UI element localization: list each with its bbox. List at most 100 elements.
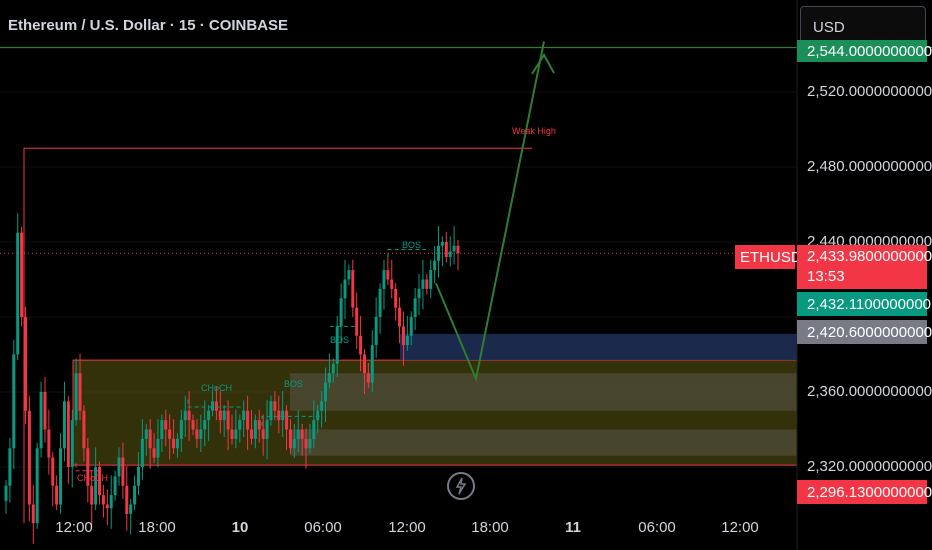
time-tick: 12:00 [55, 519, 93, 536]
candle-body [187, 410, 191, 421]
candle-body [172, 438, 176, 449]
candle-body [152, 448, 156, 458]
candle-body [351, 270, 355, 308]
candle-body [281, 410, 285, 421]
candle-body [66, 401, 70, 467]
weak-high-line [23, 147, 532, 524]
bos-line [261, 415, 322, 426]
demand-zone [72, 359, 798, 466]
candle-body [12, 354, 16, 449]
candle-body [234, 429, 238, 439]
choch-line [75, 463, 100, 472]
candle-body [394, 288, 398, 308]
bos-label: BOS [402, 240, 421, 250]
candle-body [70, 420, 74, 467]
candle-body [113, 476, 117, 496]
candle-body [359, 335, 363, 355]
candle-body [62, 401, 66, 449]
candle-body [335, 326, 339, 364]
candle-body [136, 467, 140, 486]
candle-body [35, 448, 39, 524]
candle-body [109, 495, 113, 509]
candle-body [51, 457, 55, 486]
price-tick: 2,360.0000000000 [807, 383, 932, 400]
candle-body [226, 410, 230, 430]
price-tick: 2,480.0000000000 [807, 158, 932, 175]
candle-body [4, 485, 8, 501]
candle-body [347, 270, 351, 280]
candle-body [300, 429, 304, 439]
candle-body [218, 410, 222, 421]
candle-body [43, 392, 47, 430]
candle-body [417, 288, 421, 299]
candle-body [429, 270, 433, 289]
candle-body [125, 485, 129, 514]
time-tick: 18:00 [138, 519, 176, 536]
choch-label: CHoCH [77, 473, 108, 483]
candle-body [74, 373, 78, 421]
candle-body [175, 438, 179, 449]
candle-body [440, 242, 444, 246]
zone-band [290, 373, 797, 411]
green-level-tag: 2,432.1100000000 [797, 292, 931, 316]
candle-body [90, 485, 94, 505]
candle-body [47, 429, 51, 458]
candle-body [168, 429, 172, 439]
candle-body [413, 298, 417, 317]
symbol-tag: ETHUSD [735, 245, 802, 269]
arrow-head [531, 53, 555, 75]
choch-label: CHoCH [201, 383, 232, 393]
candle-body [94, 467, 98, 505]
replay-icon[interactable] [447, 472, 475, 500]
candle-body [296, 429, 300, 439]
candle-body [164, 420, 168, 430]
candle-body [121, 457, 125, 486]
candle-body [133, 485, 137, 505]
candle-body [230, 429, 234, 439]
candle-body [433, 260, 437, 271]
candle-body [366, 373, 370, 383]
candle-body [320, 401, 324, 411]
countdown-label: 13:53 [807, 268, 845, 285]
candle-body [78, 373, 82, 411]
candle-body [199, 429, 203, 439]
candle-body [86, 448, 90, 486]
candle-body [31, 504, 35, 524]
candle-body [203, 420, 207, 430]
candle-body [160, 420, 164, 439]
currency-button[interactable]: USD [800, 6, 926, 46]
candle-body [288, 429, 292, 449]
candle-body [390, 279, 394, 289]
candle-body [20, 232, 24, 317]
red-level-tag: 2,296.1300000000 [797, 480, 932, 504]
candle-body [355, 307, 359, 336]
candle-body [327, 373, 331, 383]
candle-body [343, 279, 347, 299]
candle-body [82, 410, 86, 449]
choch-line [187, 399, 242, 408]
candle-body [242, 410, 246, 421]
candle-body [101, 495, 105, 505]
bos-label: BOS [284, 379, 303, 389]
time-tick: 10 [231, 519, 249, 536]
candle-body [304, 438, 308, 449]
candle-body [339, 298, 343, 327]
price-tick: 2,520.0000000000 [807, 83, 932, 100]
candle-body [285, 410, 289, 430]
grey-level-tag: 2,420.6000000000 [797, 320, 932, 344]
candle-body [179, 420, 183, 439]
candle-body [207, 410, 211, 421]
candle-body [448, 251, 452, 257]
candle-body [249, 429, 253, 439]
candle-body [39, 392, 43, 449]
candle-body [140, 438, 144, 467]
time-tick: 06:00 [304, 519, 342, 536]
candle-body [386, 270, 390, 280]
candle-body [246, 410, 250, 430]
candle-body [456, 245, 460, 254]
candle-body [129, 504, 133, 514]
candle-body [405, 335, 409, 346]
time-tick: 11 [565, 519, 581, 536]
candle-body [195, 429, 199, 439]
